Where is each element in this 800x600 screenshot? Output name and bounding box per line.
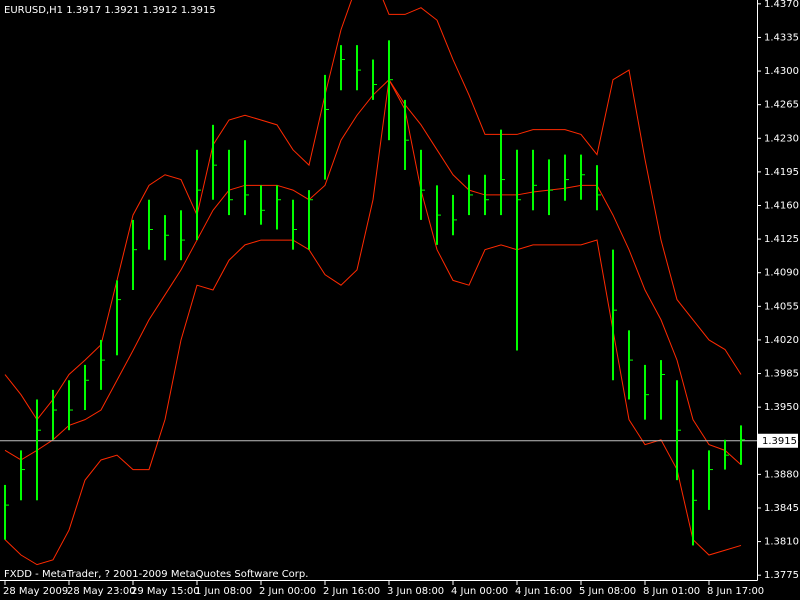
y-tick-label: 1.4020 [764, 335, 799, 346]
y-tick-label: 1.3985 [764, 369, 799, 380]
y-tick-label: 1.4335 [764, 32, 799, 43]
x-tick-label: 8 Jun 01:00 [643, 586, 700, 597]
plot-area [0, 0, 757, 566]
x-tick-label: 4 Jun 00:00 [451, 586, 508, 597]
current-price-label: 1.3915 [762, 436, 797, 447]
x-tick-label: 2 Jun 16:00 [323, 586, 380, 597]
x-tick-label: 28 May 2009 [3, 586, 68, 597]
y-tick-label: 1.4230 [764, 133, 799, 144]
x-tick-label: 1 Jun 08:00 [195, 586, 252, 597]
y-tick-label: 1.3950 [764, 402, 799, 413]
y-tick-label: 1.4370 [764, 0, 799, 10]
y-tick-label: 1.4090 [764, 268, 799, 279]
x-tick-label: 5 Jun 08:00 [579, 586, 636, 597]
x-tick-label: 4 Jun 16:00 [515, 586, 572, 597]
x-tick-label: 3 Jun 08:00 [387, 586, 444, 597]
x-tick-label: 28 May 23:00 [67, 586, 136, 597]
y-tick-label: 1.4125 [764, 234, 799, 245]
x-tick-label: 29 May 15:00 [131, 586, 200, 597]
y-tick-label: 1.4195 [764, 167, 799, 178]
footer: FXDD - MetaTrader, ? 2001-2009 MetaQuote… [4, 569, 308, 580]
y-tick-label: 1.3845 [764, 503, 799, 514]
band-lower [4, 78, 742, 566]
band-upper [4, 0, 742, 421]
x-tick-label: 2 Jun 00:00 [259, 586, 316, 597]
y-tick-label: 1.4300 [764, 66, 799, 77]
y-tick-label: 1.4160 [764, 200, 799, 211]
chart-title: EURUSD,H1 1.3917 1.3921 1.3912 1.3915 [4, 5, 216, 16]
y-tick-label: 1.3880 [764, 469, 799, 480]
y-tick-label: 1.4055 [764, 301, 799, 312]
y-tick-label: 1.3775 [764, 570, 799, 581]
x-tick-label: 8 Jun 17:00 [707, 586, 764, 597]
y-tick-label: 1.3810 [764, 537, 799, 548]
y-tick-label: 1.4265 [764, 100, 799, 111]
current-price-box [758, 433, 798, 448]
